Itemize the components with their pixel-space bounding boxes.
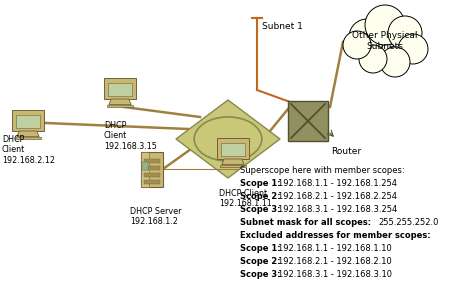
FancyBboxPatch shape	[107, 105, 133, 107]
Text: Scope 3:: Scope 3:	[239, 270, 283, 279]
FancyBboxPatch shape	[220, 165, 245, 167]
Text: Other Physical
Subnets: Other Physical Subnets	[351, 31, 417, 51]
FancyBboxPatch shape	[221, 143, 244, 156]
FancyBboxPatch shape	[144, 173, 160, 177]
Text: Scope 2:: Scope 2:	[239, 192, 283, 201]
Circle shape	[379, 47, 409, 77]
FancyBboxPatch shape	[16, 115, 39, 128]
Text: Excluded addresses for member scopes:: Excluded addresses for member scopes:	[239, 231, 430, 240]
FancyBboxPatch shape	[144, 180, 160, 184]
FancyBboxPatch shape	[108, 83, 131, 96]
Circle shape	[397, 34, 427, 64]
FancyBboxPatch shape	[142, 162, 147, 170]
Text: Scope 2:: Scope 2:	[239, 257, 283, 266]
Text: 192.168.3.1 - 192.168.3.254: 192.168.3.1 - 192.168.3.254	[277, 205, 396, 214]
Text: DHCP
Client
192.168.2.12: DHCP Client 192.168.2.12	[2, 135, 55, 165]
Text: 192.168.3.1 - 192.168.3.10: 192.168.3.1 - 192.168.3.10	[277, 270, 391, 279]
Polygon shape	[287, 101, 327, 141]
Text: 192.168.1.1 - 192.168.1.10: 192.168.1.1 - 192.168.1.10	[277, 244, 391, 253]
Text: Router: Router	[330, 147, 360, 156]
Text: Scope 3:: Scope 3:	[239, 205, 283, 214]
Text: 192.168.2.1 - 192.168.2.10: 192.168.2.1 - 192.168.2.10	[277, 257, 391, 266]
Polygon shape	[175, 100, 279, 178]
Polygon shape	[221, 159, 244, 165]
Text: DHCP Client
192.168.1.11: DHCP Client 192.168.1.11	[219, 189, 271, 208]
FancyBboxPatch shape	[12, 110, 44, 131]
Text: Subnet 1: Subnet 1	[262, 22, 302, 31]
Circle shape	[342, 31, 370, 59]
Text: Subnet mask for all scopes:: Subnet mask for all scopes:	[239, 218, 373, 227]
Circle shape	[387, 16, 421, 50]
Circle shape	[364, 5, 404, 45]
Text: 192.168.1.1 - 192.168.1.254: 192.168.1.1 - 192.168.1.254	[277, 179, 396, 188]
Circle shape	[358, 45, 386, 73]
Text: 255.255.252.0: 255.255.252.0	[377, 218, 437, 227]
Text: 192.168.2.1 - 192.168.2.254: 192.168.2.1 - 192.168.2.254	[277, 192, 396, 201]
FancyBboxPatch shape	[216, 138, 249, 159]
FancyBboxPatch shape	[141, 152, 149, 187]
Polygon shape	[17, 131, 39, 137]
FancyBboxPatch shape	[104, 78, 136, 99]
Text: Scope 1:: Scope 1:	[239, 179, 283, 188]
FancyBboxPatch shape	[144, 166, 160, 170]
Text: Scope 1:: Scope 1:	[239, 244, 283, 253]
FancyBboxPatch shape	[144, 159, 160, 163]
FancyBboxPatch shape	[141, 152, 163, 187]
Text: Superscope here with member scopes:: Superscope here with member scopes:	[239, 166, 404, 175]
Polygon shape	[109, 99, 131, 105]
Text: DHCP
Client
192.168.3.15: DHCP Client 192.168.3.15	[104, 121, 156, 151]
Circle shape	[348, 19, 384, 55]
Text: DHCP Server
192.168.1.2: DHCP Server 192.168.1.2	[130, 207, 181, 226]
FancyBboxPatch shape	[15, 137, 41, 139]
